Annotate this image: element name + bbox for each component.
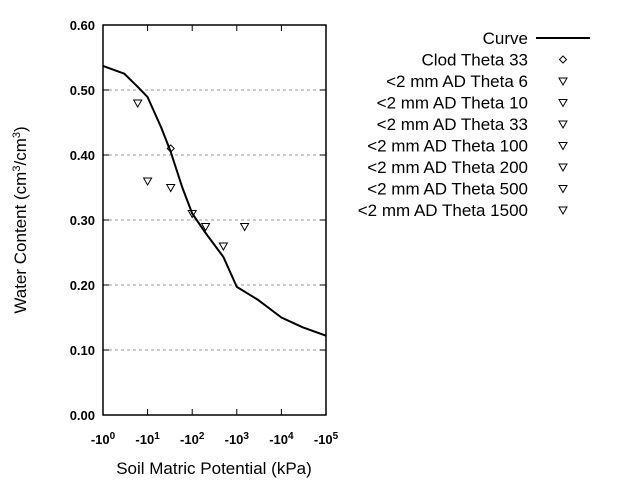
y-tick-label: 0.10 [70, 343, 95, 358]
y-axis-label: Water Content (cm3/cm3) [11, 126, 30, 313]
y-tick-label: 0.30 [70, 213, 95, 228]
triangle-marker [239, 223, 250, 232]
legend-label: <2 mm AD Theta 200 [367, 158, 528, 177]
legend-triangle-swatch [558, 185, 568, 194]
legend-triangle-swatch [558, 206, 568, 216]
y-tick-label: 0.60 [70, 18, 95, 33]
legend-diamond-swatch [558, 55, 568, 64]
series-layer [102, 64, 327, 337]
x-tick-label: -101 [135, 431, 160, 448]
x-tick-label: -105 [314, 431, 339, 448]
curve-line [102, 64, 327, 337]
y-tick-label: 0.50 [70, 83, 95, 98]
legend-label: <2 mm AD Theta 100 [367, 137, 528, 156]
legend-triangle-swatch [558, 163, 568, 173]
legend-label: Curve [483, 29, 528, 48]
legend-label: <2 mm AD Theta 33 [377, 115, 528, 134]
legend-triangle-swatch [558, 120, 568, 130]
plot-frame [102, 24, 327, 416]
y-tick-label: 0.20 [70, 278, 95, 293]
legend-label: <2 mm AD Theta 500 [367, 180, 528, 199]
legend-label: <2 mm AD Theta 6 [386, 72, 528, 91]
x-tick-label: -100 [91, 431, 116, 448]
diamond-marker [166, 144, 175, 153]
x-tick-label: -103 [225, 431, 250, 448]
legend-triangle-swatch [558, 77, 568, 87]
legend-triangle-swatch [558, 99, 568, 108]
legend-triangle-swatch [558, 142, 568, 151]
triangle-marker [218, 242, 229, 252]
triangle-marker [132, 99, 143, 109]
x-axis-label: Soil Matric Potential (kPa) [116, 459, 312, 478]
triangle-marker [142, 177, 153, 187]
legend: Curve Clod Theta 33 <2 mm AD Theta 6 <2 mm … [358, 29, 590, 220]
y-tick-label: 0.40 [70, 148, 95, 163]
x-tick-label: -102 [180, 431, 205, 448]
legend-label: Clod Theta 33 [422, 51, 528, 70]
legend-label: <2 mm AD Theta 1500 [358, 201, 528, 220]
x-tick-label: -104 [269, 431, 294, 448]
triangle-marker [187, 210, 198, 219]
y-tick-label: 0.00 [70, 408, 95, 423]
triangle-marker [165, 184, 176, 193]
triangle-marker [200, 223, 211, 232]
legend-label: <2 mm AD Theta 10 [377, 94, 528, 113]
gridlines [103, 89, 326, 351]
axis-ticks: 0.00 0.10 0.20 0.30 0.40 0.50 0.60 -100 -101 -102… [70, 18, 339, 447]
